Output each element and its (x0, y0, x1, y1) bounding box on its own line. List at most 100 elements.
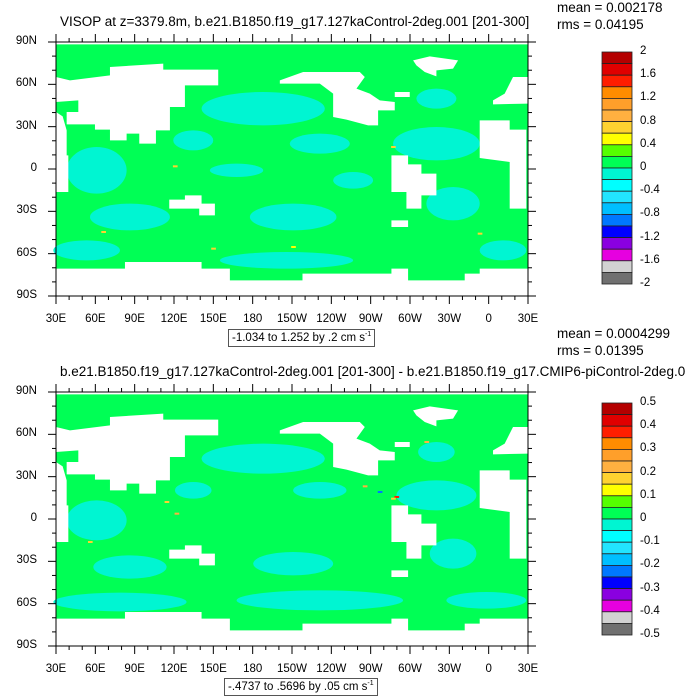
colorbar-label: 2 (640, 45, 647, 57)
land-mask (413, 406, 459, 427)
anomaly-cell (87, 541, 93, 543)
lon-tick-label: 120W (316, 313, 347, 325)
lon-tick-label: 30W (437, 313, 462, 325)
colorbar-box (601, 611, 633, 624)
negative-anomaly-region (418, 442, 455, 462)
contour-info-exponent: -1 (367, 680, 374, 687)
anomaly-cell (101, 231, 106, 233)
land-mask (479, 470, 527, 559)
negative-anomaly-region (416, 88, 457, 109)
contour-info-text: -.4737 to .5696 by .05 cm s (228, 681, 368, 693)
colorbar-label: -0.3 (640, 581, 660, 594)
map-field (53, 42, 528, 296)
land-mask (169, 545, 215, 566)
land-mask (413, 56, 459, 77)
lon-tick-label: 120W (316, 663, 347, 675)
anomaly-cell (362, 485, 368, 488)
colorbar-label: 1.6 (640, 68, 656, 81)
colorbar-label: 0 (640, 512, 647, 524)
negative-anomaly-region (429, 538, 477, 569)
lon-tick-label: 90E (124, 313, 145, 325)
map-field (53, 392, 528, 646)
colorbar-label: -0.5 (640, 628, 660, 640)
land-mask (56, 462, 69, 542)
lat-tick-label: 0 (30, 162, 37, 174)
colorbar-label: -0.8 (640, 207, 660, 220)
negative-anomaly-region (174, 482, 212, 499)
anomaly-cell (211, 247, 216, 250)
land-mask (56, 413, 219, 494)
lat-tick-label: 90S (16, 639, 37, 651)
land-mask (391, 505, 437, 559)
rms-label: rms = 0.04195 (557, 17, 644, 32)
land-mask (279, 422, 395, 476)
mean-label: mean = 0.0004299 (557, 326, 670, 341)
negative-anomaly-region (209, 163, 264, 177)
land-mask (493, 77, 528, 105)
colorbar-box (601, 495, 633, 508)
colorbar-box (601, 271, 633, 285)
colorbar-label: -1.2 (640, 230, 660, 243)
lon-tick-label: 120E (160, 313, 188, 325)
lon-tick-label: 90W (358, 313, 383, 325)
negative-anomaly-region (289, 133, 350, 154)
land-mask (479, 120, 527, 209)
negative-anomaly-region (236, 590, 404, 611)
colorbar-box (601, 530, 633, 543)
colorbar-box (601, 541, 633, 555)
land-mask (169, 195, 215, 216)
land-mask (394, 442, 410, 447)
contour-info-box: -1.034 to 1.252 by .2 cm s-1 (228, 329, 376, 347)
colorbar-label: 0.4 (640, 419, 656, 432)
negative-anomaly-region (393, 127, 480, 161)
negative-anomaly-region (201, 443, 325, 474)
colorbar-label: 0 (640, 161, 647, 173)
lat-tick-label: 60N (15, 77, 37, 90)
colorbar-label: 0.5 (640, 396, 656, 408)
negative-anomaly-region (93, 555, 167, 579)
lat-tick-label: 30S (16, 554, 37, 567)
colorbar-box (601, 437, 633, 450)
negative-anomaly-region (293, 482, 347, 499)
lon-tick-label: 60E (85, 663, 106, 675)
negative-anomaly-region (253, 552, 334, 576)
lat-tick-label: 60S (16, 596, 37, 609)
colorbar-label: 0.2 (640, 465, 656, 478)
colorbar-label: -0.1 (640, 535, 660, 548)
lat-tick-label: 90N (15, 385, 37, 397)
lon-tick-label: 30E (45, 313, 67, 325)
colorbar-box (601, 565, 633, 578)
colorbar-label: 0.4 (640, 137, 656, 150)
contour-info-text: -1.034 to 1.252 by .2 cm s (232, 332, 365, 344)
lat-tick-label: 30N (15, 469, 37, 482)
anomaly-cell (164, 501, 170, 503)
lon-tick-label: 150W (276, 663, 308, 675)
negative-anomaly-region (219, 252, 354, 269)
negative-anomaly-region (66, 500, 127, 541)
anomaly-cell (394, 496, 400, 498)
lat-tick-label: 60N (15, 427, 37, 440)
negative-anomaly-region (396, 480, 477, 511)
negative-anomaly-region (53, 592, 187, 612)
land-mask (56, 42, 528, 45)
anomaly-cell (391, 497, 396, 500)
lon-tick-label: 120E (160, 663, 188, 675)
lon-tick-label: 150E (199, 663, 227, 675)
land-mask (56, 63, 219, 144)
lon-tick-label: 90E (124, 663, 145, 675)
negative-anomaly-region (249, 203, 337, 231)
land-mask (394, 92, 410, 97)
land-mask (56, 612, 528, 646)
lat-tick-label: 30S (16, 204, 37, 217)
negative-anomaly-region (426, 187, 480, 221)
lon-tick-label: 0 (485, 663, 492, 675)
anomaly-cell (477, 232, 483, 235)
lat-tick-label: 30N (15, 119, 37, 132)
negative-anomaly-region (66, 147, 127, 194)
negative-anomaly-region (446, 592, 527, 609)
colorbar-box (601, 576, 633, 590)
lon-tick-label: 60W (398, 313, 422, 325)
colorbar-box (601, 553, 633, 566)
lon-tick-label: 150E (199, 313, 227, 325)
